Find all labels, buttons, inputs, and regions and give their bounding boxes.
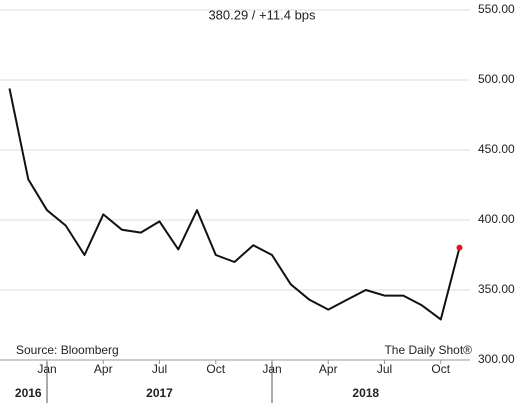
x-tick-label: Jul [377, 362, 392, 376]
y-tick-label: 350.00 [478, 282, 515, 296]
y-tick-label: 300.00 [478, 352, 515, 366]
x-tick-label: Apr [94, 362, 113, 376]
year-label: 2016 [15, 386, 42, 400]
y-tick-label: 550.00 [478, 2, 515, 16]
y-tick-label: 500.00 [478, 72, 515, 86]
x-tick-label: Jul [152, 362, 167, 376]
year-label: 2018 [352, 386, 379, 400]
line-series [8, 88, 461, 321]
x-tick-label: Apr [319, 362, 338, 376]
last-point [456, 244, 463, 251]
y-tick-label: 450.00 [478, 142, 515, 156]
x-tick-label: Oct [431, 362, 450, 376]
x-tick-label: Oct [206, 362, 225, 376]
y-tick-label: 400.00 [478, 212, 515, 226]
year-label: 2017 [146, 386, 173, 400]
chart-title: 380.29 / +11.4 bps [208, 7, 316, 22]
credit: The Daily Shot® [384, 343, 472, 357]
source: Source: Bloomberg [16, 343, 119, 357]
